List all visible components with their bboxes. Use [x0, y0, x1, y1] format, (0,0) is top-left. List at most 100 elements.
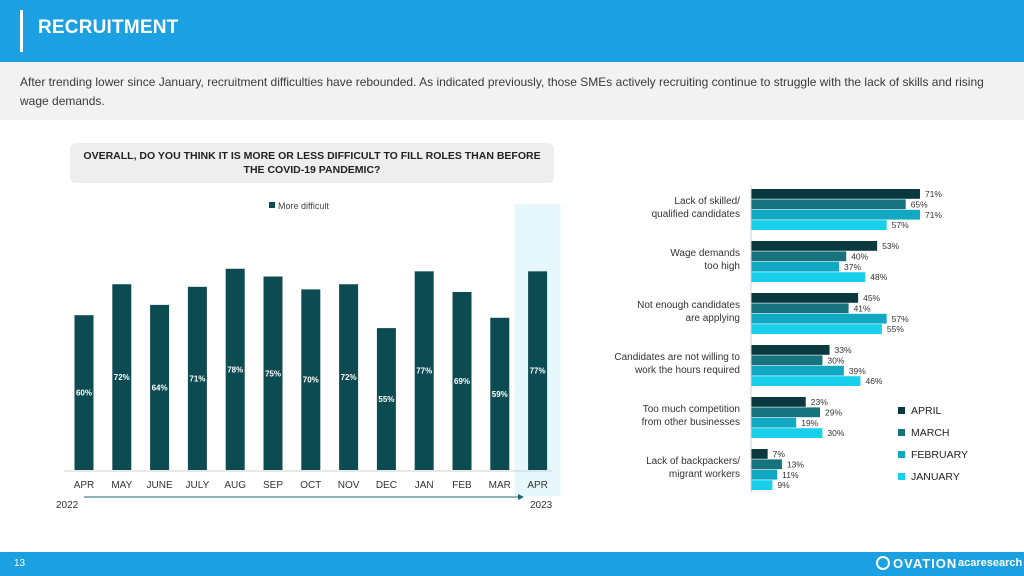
bar-aug-4 — [225, 268, 245, 470]
bar-march-0 — [751, 199, 906, 210]
data-label-7: 72% — [341, 373, 357, 382]
legend-label-more-difficult: More difficult — [278, 201, 329, 211]
bar-dec-8 — [376, 328, 396, 470]
page-number: 13 — [14, 558, 26, 569]
value-label-march-0: 65% — [911, 199, 928, 209]
category-label-4-1: from other businesses — [642, 417, 740, 428]
bar-april-4 — [751, 397, 806, 407]
header-accent-bar — [20, 10, 23, 52]
legend-swatch-january — [898, 473, 905, 480]
category-label-4-0: Too much competition — [643, 404, 740, 415]
tick-label-3: JULY — [186, 480, 210, 491]
tick-label-7: NOV — [338, 480, 360, 491]
bar-march-5 — [751, 459, 782, 470]
bar-feb-10 — [452, 291, 472, 470]
data-label-11: 59% — [492, 390, 508, 399]
value-label-january-4: 30% — [827, 428, 844, 438]
bar-april-3 — [751, 345, 830, 355]
tick-label-0: APR — [74, 480, 95, 491]
bar-march-1 — [751, 251, 847, 262]
legend-swatch-april — [898, 407, 905, 414]
bar-january-4 — [751, 428, 823, 438]
bar-april-5 — [751, 449, 768, 459]
tick-label-6: OCT — [300, 480, 321, 491]
question-box: OVERALL, DO YOU THINK IT IS MORE OR LESS… — [70, 143, 554, 183]
tick-label-11: MAR — [489, 480, 511, 491]
value-label-march-4: 29% — [825, 407, 842, 417]
bar-january-1 — [751, 272, 866, 282]
bar-april-2 — [751, 293, 859, 303]
data-label-8: 55% — [378, 395, 394, 404]
legend-label-march: MARCH — [911, 427, 950, 439]
legend-swatch-february — [898, 451, 905, 458]
ovation-mark-icon — [876, 556, 890, 570]
bar-january-5 — [751, 480, 773, 490]
bar-july-3 — [187, 286, 207, 470]
value-label-february-4: 19% — [801, 418, 818, 428]
bar-apr-12 — [528, 271, 548, 470]
value-label-april-5: 7% — [773, 449, 786, 459]
data-label-12: 77% — [530, 367, 546, 376]
value-label-april-0: 71% — [925, 189, 942, 199]
value-label-february-1: 37% — [844, 262, 861, 272]
value-label-april-4: 23% — [811, 397, 828, 407]
legend-label-april: APRIL — [911, 405, 942, 417]
value-label-january-1: 48% — [870, 272, 887, 282]
legend-label-february: FEBRUARY — [911, 449, 968, 461]
tick-label-8: DEC — [376, 480, 397, 491]
bar-february-0 — [751, 209, 920, 220]
year-start-label: 2022 — [56, 500, 79, 511]
bar-may-1 — [112, 284, 132, 470]
value-label-february-5: 11% — [782, 470, 799, 480]
category-label-0-1: qualified candidates — [652, 209, 740, 220]
value-label-march-5: 13% — [787, 459, 804, 469]
header-banner: RECRUITMENT — [0, 0, 1024, 62]
category-label-5-0: Lack of backpackers/ — [646, 456, 740, 467]
data-label-9: 77% — [416, 367, 432, 376]
value-label-january-2: 55% — [887, 324, 904, 334]
tick-label-1: MAY — [111, 480, 132, 491]
tick-label-9: JAN — [415, 480, 434, 491]
value-label-april-2: 45% — [863, 293, 880, 303]
value-label-february-2: 57% — [892, 314, 909, 324]
data-label-1: 72% — [114, 373, 130, 382]
tick-label-2: JUNE — [147, 480, 173, 491]
category-label-0-0: Lack of skilled/ — [674, 196, 740, 207]
category-label-5-1: migrant workers — [669, 469, 740, 480]
intro-text: After trending lower since January, recr… — [20, 75, 984, 108]
data-label-0: 60% — [76, 389, 92, 398]
question-line-1: OVERALL, DO YOU THINK IT IS MORE OR LESS… — [83, 150, 541, 162]
year-end-label: 2023 — [530, 500, 553, 511]
category-label-3-1: work the hours required — [634, 365, 740, 376]
bar-february-1 — [751, 261, 840, 272]
data-label-2: 64% — [152, 383, 168, 392]
bar-january-3 — [751, 376, 861, 386]
footer-bar: 13 OVATION acaresearch — [0, 552, 1024, 576]
legend-label-january: JANUARY — [911, 471, 960, 483]
category-label-3-0: Candidates are not willing to — [614, 352, 740, 363]
bar-june-2 — [150, 304, 170, 470]
value-label-march-3: 30% — [827, 355, 844, 365]
tick-label-4: AUG — [224, 480, 246, 491]
value-label-april-1: 53% — [882, 241, 899, 251]
intro-panel: After trending lower since January, recr… — [0, 62, 1024, 120]
value-label-april-3: 33% — [835, 345, 852, 355]
value-label-march-2: 41% — [854, 303, 871, 313]
bar-march-4 — [751, 407, 821, 418]
data-label-6: 70% — [303, 376, 319, 385]
bar-march-3 — [751, 355, 823, 366]
bar-february-3 — [751, 365, 844, 376]
legend-swatch-march — [898, 429, 905, 436]
category-label-2-1: are applying — [686, 313, 740, 324]
bar-april-0 — [751, 189, 920, 199]
legend-swatch-more-difficult — [269, 202, 275, 208]
category-label-1-1: too high — [704, 261, 740, 272]
bar-february-5 — [751, 469, 778, 480]
bar-mar-11 — [490, 317, 510, 470]
value-label-march-1: 40% — [851, 251, 868, 261]
bar-january-2 — [751, 324, 882, 334]
value-label-january-3: 46% — [865, 376, 882, 386]
bar-march-2 — [751, 303, 849, 314]
data-label-4: 78% — [227, 365, 243, 374]
category-label-1-0: Wage demands — [670, 248, 740, 259]
